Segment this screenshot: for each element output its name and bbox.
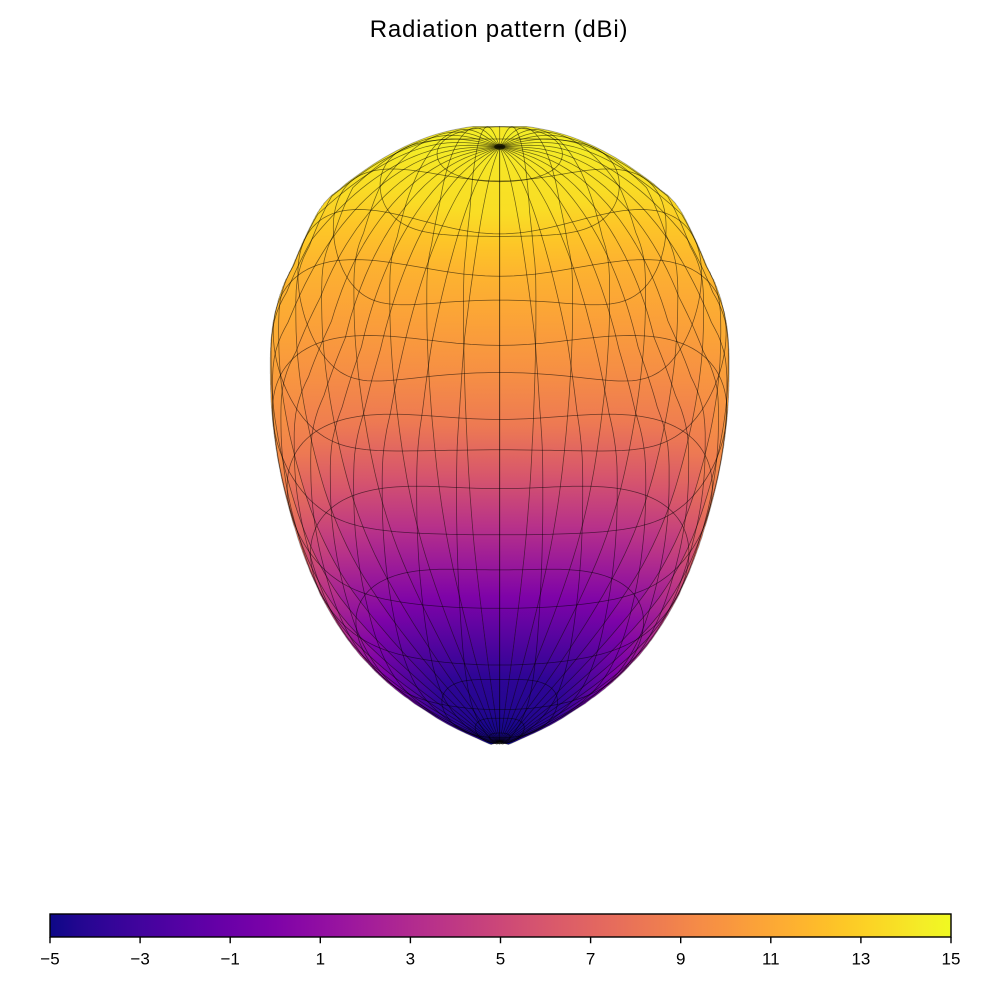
svg-text:9: 9 [676, 950, 685, 969]
svg-text:11: 11 [762, 950, 780, 969]
svg-text:1: 1 [316, 950, 325, 969]
svg-text:15: 15 [942, 950, 961, 969]
svg-text:Radiation pattern (dBi): Radiation pattern (dBi) [370, 16, 629, 43]
svg-text:3: 3 [406, 950, 415, 969]
svg-text:−1: −1 [221, 950, 240, 969]
svg-text:−5: −5 [40, 950, 59, 969]
svg-text:−3: −3 [130, 950, 149, 969]
svg-text:7: 7 [586, 950, 595, 969]
svg-text:5: 5 [496, 950, 505, 969]
svg-text:13: 13 [851, 950, 870, 969]
